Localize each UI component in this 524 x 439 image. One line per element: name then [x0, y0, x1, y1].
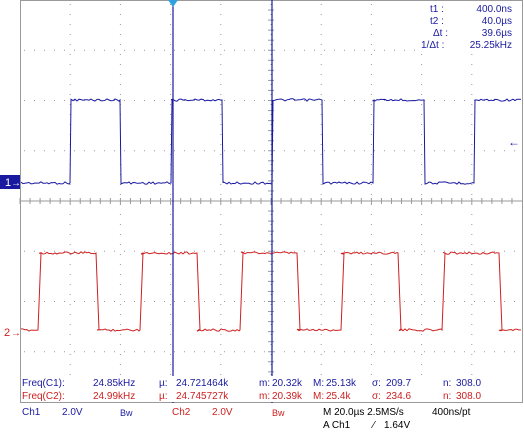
freq-c2-sd: 234.6 — [386, 391, 411, 402]
ch2-marker-label: 2 — [4, 327, 10, 339]
freq-c2-n-label: n: — [443, 391, 451, 402]
freq-c1-label: Freq(C1): — [22, 378, 65, 389]
freq-c1-max-label: M: — [313, 378, 324, 389]
freq-c2-label: Freq(C2): — [22, 391, 65, 402]
cursor-readout: t1 : 400.0ns t2 : 40.0µs Δt : 39.6µs 1/Δ… — [418, 2, 520, 52]
timebase-readout[interactable]: M 20.0µs 2.5MS/s — [323, 407, 404, 418]
trigger-level[interactable]: 1.64V — [384, 420, 410, 431]
measurement-row-ch1: Freq(C1): 24.85kHz µ: 24.721464k m: 20.3… — [21, 376, 522, 389]
freq-c2-min: 20.39k — [272, 391, 303, 402]
freq-c1-mean: 24.721464k — [176, 378, 229, 389]
freq-c1-value: 24.85kHz — [93, 378, 135, 389]
t1-label: t1 : — [430, 4, 444, 15]
delta-t-label: Δt : — [433, 28, 448, 39]
freq-c1-n-label: n: — [443, 378, 451, 389]
ch1-marker-label: 1 — [5, 177, 11, 189]
ch2-status-label[interactable]: Ch2 — [172, 407, 191, 418]
ch2-waveform — [20, 251, 522, 332]
freq-c1-sd-label: σ: — [372, 378, 381, 389]
freq-c1-max: 25.13k — [326, 378, 357, 389]
measurement-row-ch2: Freq(C2): 24.99kHz µ: 24.745727k m: 20.3… — [21, 389, 522, 402]
freq-c2-min-label: m: — [259, 391, 270, 402]
freq-c1-mean-label: µ: — [159, 378, 168, 389]
ch1-status-label[interactable]: Ch1 — [22, 407, 41, 418]
t2-value: 40.0µs — [482, 16, 512, 27]
inverse-delta-t-value: 25.25kHz — [470, 40, 512, 51]
freq-c1-min-label: m: — [259, 378, 270, 389]
inverse-delta-t-label: 1/Δt : — [421, 40, 444, 51]
freq-c2-mean-label: µ: — [159, 391, 168, 402]
trigger-slope-icon: ⁄ — [370, 420, 376, 431]
ch2-marker-arrow-icon: → — [11, 328, 21, 339]
ch2-volts-per-div[interactable]: 2.0V — [212, 407, 233, 418]
freq-c1-min: 20.32k — [272, 378, 303, 389]
ch1-ground-marker[interactable]: 1 → — [0, 175, 21, 189]
status-bar: Ch1 2.0V Bw Ch2 2.0V Bw M 20.0µs 2.5MS/s… — [22, 407, 471, 431]
trigger-level-arrow-icon[interactable]: ← — [508, 135, 520, 149]
freq-c1-sd: 209.7 — [386, 378, 411, 389]
freq-c2-n: 308.0 — [456, 391, 481, 402]
freq-c1-n: 308.0 — [456, 378, 481, 389]
freq-c2-max-label: M: — [313, 391, 324, 402]
t1-value: 400.0ns — [476, 4, 512, 15]
ch1-volts-per-div[interactable]: 2.0V — [62, 407, 83, 418]
ch2-bandwidth-limit: Bw — [272, 408, 285, 418]
freq-c2-max: 25.4k — [326, 391, 351, 402]
ch2-ground-marker[interactable]: 2 → — [4, 327, 21, 339]
record-resolution: 400ns/pt — [432, 407, 471, 418]
trigger-source[interactable]: A Ch1 — [323, 420, 351, 431]
delta-t-value: 39.6µs — [482, 28, 512, 39]
t2-label: t2 : — [430, 16, 444, 27]
freq-c2-mean: 24.745727k — [176, 391, 229, 402]
ch1-marker-arrow-icon: → — [11, 178, 21, 189]
freq-c2-sd-label: σ: — [372, 391, 381, 402]
trigger-position-marker[interactable] — [168, 0, 178, 7]
ch1-bandwidth-limit: Bw — [120, 408, 133, 418]
freq-c2-value: 24.99kHz — [93, 391, 135, 402]
